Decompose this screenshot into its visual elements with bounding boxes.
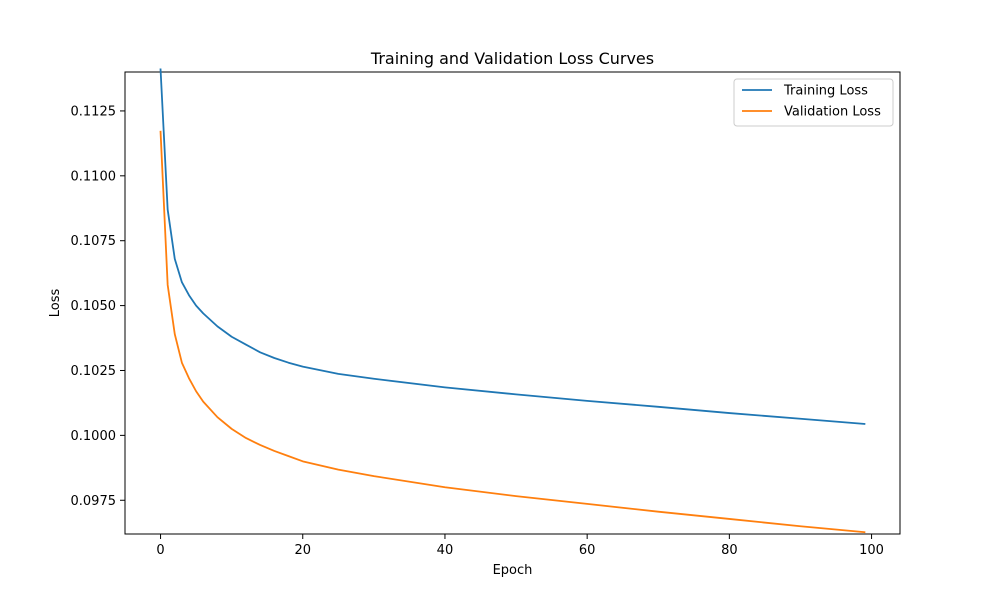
plot-frame: [124, 71, 901, 535]
y-tick-label: 0.0975: [71, 494, 117, 509]
series-lines: [159, 68, 866, 534]
x-axis-ticks: 0 20 40 60 80 100: [156, 534, 884, 558]
x-tick-label: 60: [579, 543, 596, 558]
x-tick-label: 100: [859, 543, 884, 558]
y-tick-label: 0.1050: [71, 299, 117, 314]
y-tick-label: 0.1100: [71, 169, 117, 184]
y-tick-label: 0.1000: [71, 429, 117, 444]
x-axis-label: Epoch: [493, 563, 533, 578]
y-axis-label: Loss: [48, 289, 63, 318]
y-tick-label: 0.1075: [71, 234, 117, 249]
legend-box: [733, 78, 894, 127]
chart-title: Training and Validation Loss Curves: [370, 49, 654, 68]
y-tick-label: 0.1025: [71, 364, 117, 379]
x-tick-label: 20: [294, 543, 311, 558]
x-tick-label: 0: [156, 543, 164, 558]
y-axis-ticks: 0.0975 0.1000 0.1025 0.1050 0.1075 0.1100 0.11…: [71, 104, 125, 509]
legend-label: Validation Loss: [784, 105, 881, 120]
validation-loss-line: [159, 130, 866, 534]
x-tick-label: 80: [721, 543, 738, 558]
training-loss-line: [159, 68, 866, 425]
legend-label: Training Loss: [783, 84, 868, 99]
y-tick-label: 0.1125: [71, 104, 117, 119]
x-tick-label: 40: [437, 543, 454, 558]
legend: Training Loss Validation Loss: [733, 78, 894, 127]
